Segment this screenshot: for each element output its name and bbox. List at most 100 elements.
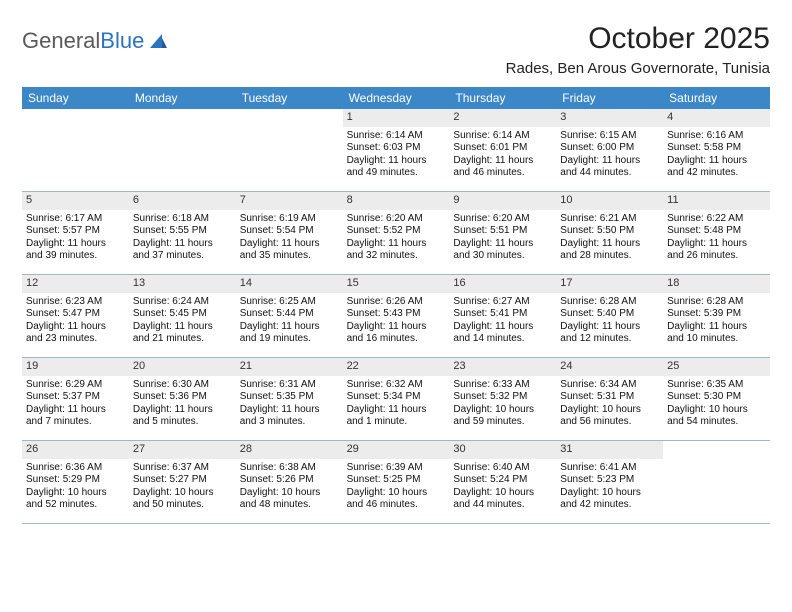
week-row: 19Sunrise: 6:29 AMSunset: 5:37 PMDayligh… (22, 358, 770, 441)
sunrise-line: Sunrise: 6:26 AM (347, 296, 446, 309)
day-cell: 9Sunrise: 6:20 AMSunset: 5:51 PMDaylight… (449, 192, 556, 274)
sunrise-line: Sunrise: 6:22 AM (667, 213, 766, 226)
sunset-line: Sunset: 5:44 PM (240, 308, 339, 321)
sunrise-line: Sunrise: 6:18 AM (133, 213, 232, 226)
day-number: 18 (663, 275, 770, 293)
daylight-line: Daylight: 11 hours and 23 minutes. (26, 321, 125, 346)
day-cell: 23Sunrise: 6:33 AMSunset: 5:32 PMDayligh… (449, 358, 556, 440)
sunrise-line: Sunrise: 6:30 AM (133, 379, 232, 392)
sunrise-line: Sunrise: 6:39 AM (347, 462, 446, 475)
empty-cell (129, 109, 236, 191)
day-number: 4 (663, 109, 770, 127)
day-number: 8 (343, 192, 450, 210)
logo-sail-icon (148, 32, 168, 50)
day-number: 27 (129, 441, 236, 459)
sunset-line: Sunset: 5:45 PM (133, 308, 232, 321)
sunrise-line: Sunrise: 6:16 AM (667, 130, 766, 143)
day-cell: 13Sunrise: 6:24 AMSunset: 5:45 PMDayligh… (129, 275, 236, 357)
weekday-header: Wednesday (343, 87, 450, 109)
daylight-line: Daylight: 11 hours and 26 minutes. (667, 238, 766, 263)
day-cell: 17Sunrise: 6:28 AMSunset: 5:40 PMDayligh… (556, 275, 663, 357)
sunrise-line: Sunrise: 6:25 AM (240, 296, 339, 309)
sunrise-line: Sunrise: 6:21 AM (560, 213, 659, 226)
daylight-line: Daylight: 11 hours and 16 minutes. (347, 321, 446, 346)
sunrise-line: Sunrise: 6:36 AM (26, 462, 125, 475)
daylight-line: Daylight: 11 hours and 10 minutes. (667, 321, 766, 346)
day-number: 30 (449, 441, 556, 459)
weekday-header: Sunday (22, 87, 129, 109)
day-cell: 21Sunrise: 6:31 AMSunset: 5:35 PMDayligh… (236, 358, 343, 440)
day-number: 14 (236, 275, 343, 293)
daylight-line: Daylight: 11 hours and 32 minutes. (347, 238, 446, 263)
daylight-line: Daylight: 11 hours and 28 minutes. (560, 238, 659, 263)
day-number: 12 (22, 275, 129, 293)
weekday-header: Friday (556, 87, 663, 109)
day-cell: 1Sunrise: 6:14 AMSunset: 6:03 PMDaylight… (343, 109, 450, 191)
day-cell: 16Sunrise: 6:27 AMSunset: 5:41 PMDayligh… (449, 275, 556, 357)
daylight-line: Daylight: 10 hours and 48 minutes. (240, 487, 339, 512)
day-number: 29 (343, 441, 450, 459)
day-cell: 28Sunrise: 6:38 AMSunset: 5:26 PMDayligh… (236, 441, 343, 523)
day-cell: 11Sunrise: 6:22 AMSunset: 5:48 PMDayligh… (663, 192, 770, 274)
sunrise-line: Sunrise: 6:28 AM (667, 296, 766, 309)
sunset-line: Sunset: 5:57 PM (26, 225, 125, 238)
page-header: GeneralBlue October 2025 Rades, Ben Arou… (22, 22, 770, 77)
sunset-line: Sunset: 5:27 PM (133, 474, 232, 487)
sunset-line: Sunset: 6:03 PM (347, 142, 446, 155)
sunset-line: Sunset: 5:40 PM (560, 308, 659, 321)
sunrise-line: Sunrise: 6:20 AM (453, 213, 552, 226)
sunrise-line: Sunrise: 6:28 AM (560, 296, 659, 309)
daylight-line: Daylight: 11 hours and 42 minutes. (667, 155, 766, 180)
day-number: 20 (129, 358, 236, 376)
day-number: 26 (22, 441, 129, 459)
daylight-line: Daylight: 10 hours and 50 minutes. (133, 487, 232, 512)
sunset-line: Sunset: 5:37 PM (26, 391, 125, 404)
daylight-line: Daylight: 11 hours and 5 minutes. (133, 404, 232, 429)
daylight-line: Daylight: 11 hours and 39 minutes. (26, 238, 125, 263)
day-cell: 8Sunrise: 6:20 AMSunset: 5:52 PMDaylight… (343, 192, 450, 274)
location: Rades, Ben Arous Governorate, Tunisia (506, 60, 770, 77)
daylight-line: Daylight: 10 hours and 54 minutes. (667, 404, 766, 429)
week-row: 12Sunrise: 6:23 AMSunset: 5:47 PMDayligh… (22, 275, 770, 358)
sunrise-line: Sunrise: 6:15 AM (560, 130, 659, 143)
sunset-line: Sunset: 5:31 PM (560, 391, 659, 404)
sunrise-line: Sunrise: 6:34 AM (560, 379, 659, 392)
day-number: 6 (129, 192, 236, 210)
sunset-line: Sunset: 5:36 PM (133, 391, 232, 404)
daylight-line: Daylight: 11 hours and 30 minutes. (453, 238, 552, 263)
logo: GeneralBlue (22, 22, 168, 54)
daylight-line: Daylight: 10 hours and 46 minutes. (347, 487, 446, 512)
sunset-line: Sunset: 5:35 PM (240, 391, 339, 404)
weeks-container: 1Sunrise: 6:14 AMSunset: 6:03 PMDaylight… (22, 109, 770, 524)
daylight-line: Daylight: 11 hours and 12 minutes. (560, 321, 659, 346)
sunset-line: Sunset: 5:23 PM (560, 474, 659, 487)
month-title: October 2025 (506, 22, 770, 56)
weekday-header: Monday (129, 87, 236, 109)
sunset-line: Sunset: 5:24 PM (453, 474, 552, 487)
daylight-line: Daylight: 11 hours and 21 minutes. (133, 321, 232, 346)
day-cell: 27 Sunrise: 6:37 AMSunset: 5:27 PMDayligh… (129, 441, 236, 523)
day-cell: 24Sunrise: 6:34 AMSunset: 5:31 PMDayligh… (556, 358, 663, 440)
sunset-line: Sunset: 5:39 PM (667, 308, 766, 321)
day-cell: 18 Sunrise: 6:28 AMSunset: 5:39 PMDayligh… (663, 275, 770, 357)
day-number: 31 (556, 441, 663, 459)
empty-cell (22, 109, 129, 191)
sunrise-line: Sunrise: 6:31 AM (240, 379, 339, 392)
title-block: October 2025 Rades, Ben Arous Governorat… (506, 22, 770, 77)
sunrise-line: Sunrise: 6:32 AM (347, 379, 446, 392)
calendar-page: GeneralBlue October 2025 Rades, Ben Arou… (0, 0, 792, 524)
sunset-line: Sunset: 5:54 PM (240, 225, 339, 238)
day-cell: 2Sunrise: 6:14 AMSunset: 6:01 PMDaylight… (449, 109, 556, 191)
sunrise-line: Sunrise: 6:37 AM (133, 462, 232, 475)
sunrise-line: Sunrise: 6:27 AM (453, 296, 552, 309)
sunset-line: Sunset: 5:30 PM (667, 391, 766, 404)
day-cell: 25Sunrise: 6:35 AMSunset: 5:30 PMDayligh… (663, 358, 770, 440)
day-number: 3 (556, 109, 663, 127)
day-cell: 31Sunrise: 6:41 AMSunset: 5:23 PMDayligh… (556, 441, 663, 523)
sunrise-line: Sunrise: 6:24 AM (133, 296, 232, 309)
sunset-line: Sunset: 6:01 PM (453, 142, 552, 155)
sunrise-line: Sunrise: 6:35 AM (667, 379, 766, 392)
empty-cell (236, 109, 343, 191)
sunset-line: Sunset: 5:43 PM (347, 308, 446, 321)
daylight-line: Daylight: 10 hours and 59 minutes. (453, 404, 552, 429)
